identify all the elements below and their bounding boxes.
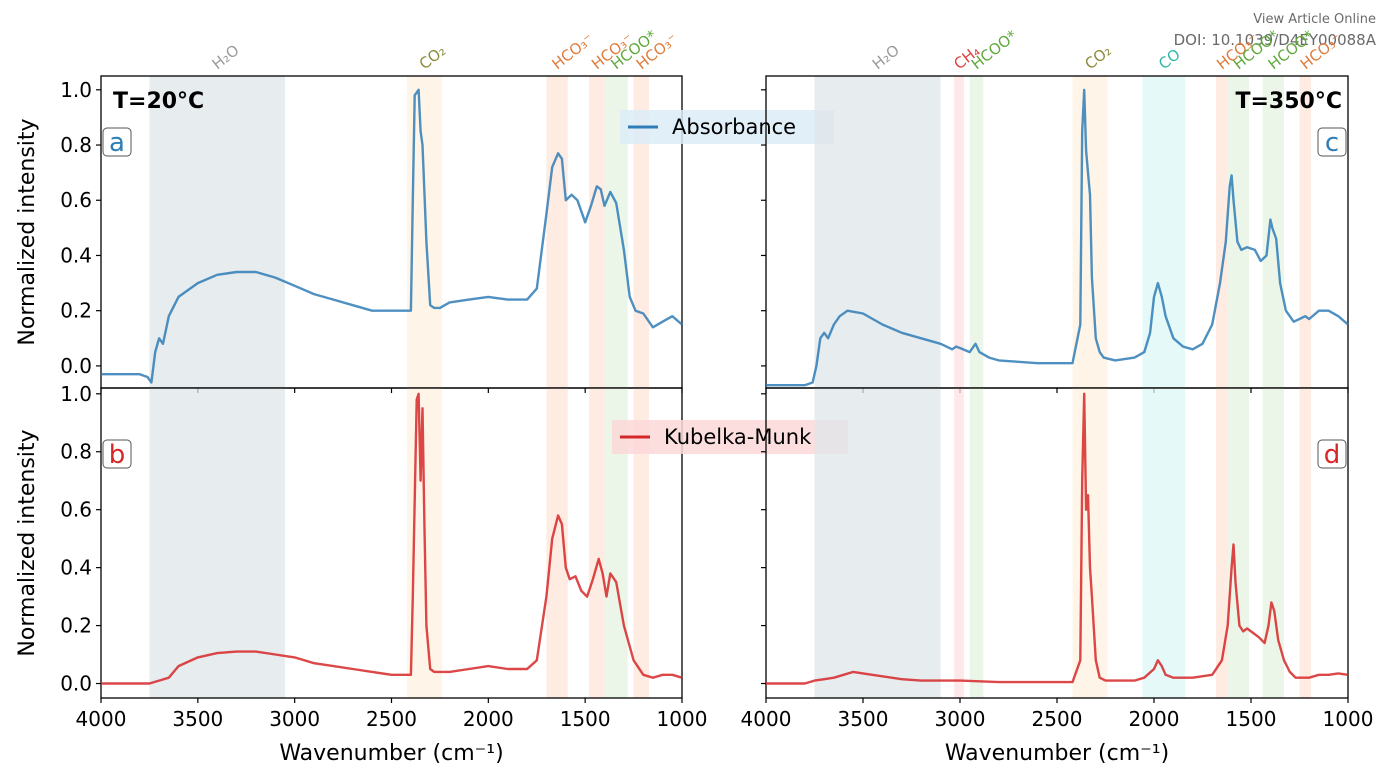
band-b-0	[149, 388, 285, 698]
band-c-1	[954, 76, 964, 388]
band-label-c-0: H₂O	[869, 41, 903, 73]
xtick-label-b-4: 2000	[463, 707, 514, 731]
band-a-5	[633, 76, 650, 388]
ytick-label-a-0: 0.0	[60, 354, 92, 378]
ytick-label-a-3: 0.6	[60, 188, 92, 212]
xtick-label-d-3: 2500	[1032, 707, 1083, 731]
view-article-online-link[interactable]: View Article Online	[1253, 12, 1376, 27]
panel-a: H₂O CO₂ HCO₃⁻HCO₃⁻HCOO*HCO₃⁻0.00.20.40.60.…	[15, 26, 834, 393]
article-header: View Article Online DOI: 10.1039/D4EY000…	[1174, 10, 1376, 50]
legend-label-a: Absorbance	[672, 115, 796, 139]
ytick-label-b-4: 0.8	[60, 440, 92, 464]
band-d-0	[814, 388, 941, 698]
band-label-c-4: CO	[1155, 45, 1184, 73]
series-line-b	[101, 392, 683, 685]
band-b-3	[589, 388, 605, 698]
band-b-2	[546, 388, 568, 698]
panel-b: 0.0 0.2 0.4 0.6 0.8 1.0 4000 3500 3000 2500 2000 15…	[15, 382, 848, 766]
panel-letter-b: b	[109, 440, 126, 470]
band-a-3	[589, 76, 605, 388]
band-label-c-3: CO₂	[1081, 42, 1114, 74]
series-line-c	[766, 88, 1349, 387]
legend-b: Kubelka-Munk	[612, 420, 848, 454]
ytick-label-b-5: 1.0	[60, 382, 92, 406]
band-d-5	[1216, 388, 1228, 698]
ytick-label-b-2: 0.4	[60, 556, 92, 580]
legend-a: Absorbance	[620, 110, 834, 144]
band-a-4	[604, 76, 628, 388]
ytick-label-a-4: 0.8	[60, 133, 92, 157]
band-d-6	[1227, 388, 1250, 698]
ytick-label-b-0: 0.0	[60, 672, 92, 696]
ytick-label-b-3: 0.6	[60, 498, 92, 522]
band-label-a-2: HCO₃⁻	[548, 30, 597, 73]
panel-d: 4000 3500 3000 2500 2000 1500 1000 Wavenumber (…	[741, 387, 1374, 766]
ytick-label-b-1: 0.2	[60, 614, 92, 638]
series-line-d	[766, 392, 1349, 685]
xtick-label-b-0: 4000	[76, 707, 127, 731]
panel-letter-box-d	[1317, 439, 1347, 469]
band-b-5	[633, 388, 650, 698]
xtick-label-b-5: 1500	[560, 707, 611, 731]
panel-letter-c: c	[1325, 128, 1339, 158]
ytick-label-a-5: 1.0	[60, 78, 92, 102]
band-c-0	[814, 76, 941, 388]
ytick-label-a-1: 0.2	[60, 299, 92, 323]
series-line-a	[101, 88, 683, 384]
panel-letter-a: a	[109, 128, 125, 158]
xaxis-label-b: Wavenumber (cm⁻¹)	[279, 741, 503, 766]
xtick-label-d-6: 1000	[1323, 707, 1374, 731]
panel-letter-box-a	[102, 127, 132, 157]
band-d-1	[954, 388, 964, 698]
band-c-2	[969, 76, 984, 388]
doi-label: DOI: 10.1039/D4EY00088A	[1173, 31, 1376, 49]
temperature-label-a: T=20°C	[113, 89, 204, 114]
band-d-8	[1299, 388, 1312, 698]
xtick-label-b-6: 1000	[657, 707, 708, 731]
xtick-label-d-2: 3000	[935, 707, 986, 731]
band-label-a-1: CO₂	[416, 42, 449, 74]
band-c-8	[1299, 76, 1312, 388]
legend-box-b	[612, 420, 848, 454]
legend-label-b: Kubelka-Munk	[664, 425, 812, 449]
xtick-label-d-0: 4000	[741, 707, 792, 731]
band-label-a-0: H₂O	[209, 41, 243, 73]
temperature-label-c: T=350°C	[1235, 89, 1342, 114]
yaxis-label-a: Normalized intensity	[15, 118, 40, 345]
ytick-label-a-2: 0.4	[60, 243, 92, 267]
panel-letter-box-c	[1317, 127, 1347, 157]
xaxis-label-d: Wavenumber (cm⁻¹)	[945, 741, 1169, 766]
xtick-label-b-3: 2500	[366, 707, 417, 731]
band-c-5	[1216, 76, 1228, 388]
xtick-label-d-4: 2000	[1129, 707, 1180, 731]
panel-letter-d: d	[1324, 440, 1341, 470]
band-a-0	[149, 76, 285, 388]
xtick-label-d-5: 1500	[1226, 707, 1277, 731]
band-d-4	[1142, 388, 1186, 698]
panel-letter-box-b	[102, 439, 132, 469]
band-c-6	[1227, 76, 1250, 388]
band-a-2	[546, 76, 568, 388]
xtick-label-b-1: 3500	[172, 707, 223, 731]
yaxis-label-b: Normalized intensity	[15, 429, 40, 656]
xtick-label-b-2: 3000	[269, 707, 320, 731]
band-d-2	[969, 388, 984, 698]
xtick-label-d-1: 3500	[838, 707, 889, 731]
